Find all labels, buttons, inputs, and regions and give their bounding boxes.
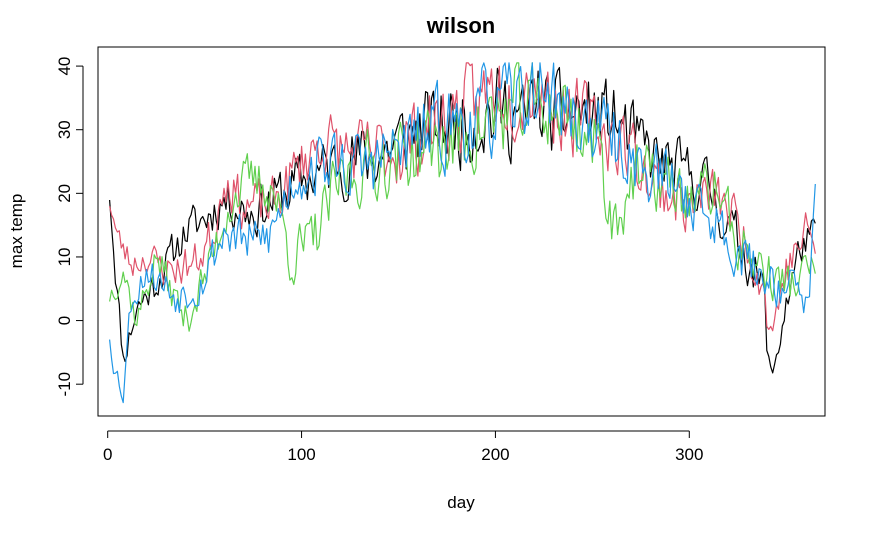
y-tick-label: 10 <box>55 247 74 266</box>
series-line-4 <box>109 62 816 404</box>
y-tick-label: 30 <box>55 120 74 139</box>
y-tick-label: 40 <box>55 57 74 76</box>
x-tick-label: 300 <box>675 445 703 464</box>
y-tick-label: 0 <box>55 316 74 325</box>
y-axis: -10 0 10 20 30 40 <box>55 57 84 397</box>
chart-title: wilson <box>426 13 495 38</box>
x-tick-label: 200 <box>481 445 509 464</box>
plot-series <box>109 62 816 404</box>
y-tick-label: 20 <box>55 184 74 203</box>
x-axis-label: day <box>447 493 475 512</box>
plot-frame <box>97 46 826 417</box>
x-axis: 0 100 200 300 <box>103 430 703 464</box>
x-tick-label: 100 <box>287 445 315 464</box>
y-tick-label: -10 <box>55 372 74 397</box>
y-axis-label: max temp <box>7 194 26 269</box>
x-tick-label: 0 <box>103 445 112 464</box>
